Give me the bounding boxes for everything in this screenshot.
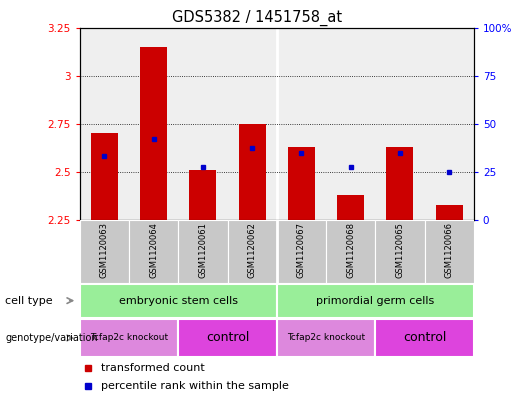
Bar bbox=[424, 220, 474, 283]
Bar bbox=[140, 47, 167, 220]
Text: GSM1120063: GSM1120063 bbox=[100, 222, 109, 278]
Text: embryonic stem cells: embryonic stem cells bbox=[119, 296, 238, 306]
Bar bbox=[277, 284, 474, 318]
Bar bbox=[337, 195, 364, 220]
Text: GSM1120062: GSM1120062 bbox=[248, 222, 256, 278]
Text: GDS5382 / 1451758_at: GDS5382 / 1451758_at bbox=[173, 10, 342, 26]
Bar bbox=[80, 220, 129, 283]
Bar bbox=[436, 205, 462, 220]
Bar bbox=[178, 319, 277, 357]
Text: GSM1120068: GSM1120068 bbox=[346, 222, 355, 278]
Text: Tcfap2c knockout: Tcfap2c knockout bbox=[90, 334, 168, 342]
Bar bbox=[178, 220, 228, 283]
Text: GSM1120067: GSM1120067 bbox=[297, 222, 306, 278]
Bar bbox=[277, 319, 375, 357]
Text: percentile rank within the sample: percentile rank within the sample bbox=[101, 381, 289, 391]
Text: GSM1120064: GSM1120064 bbox=[149, 222, 158, 278]
Text: control: control bbox=[206, 331, 249, 345]
Bar bbox=[288, 147, 315, 220]
Bar bbox=[91, 133, 118, 220]
Bar bbox=[80, 284, 277, 318]
Text: GSM1120061: GSM1120061 bbox=[198, 222, 208, 278]
Bar bbox=[228, 220, 277, 283]
Bar bbox=[238, 124, 266, 220]
Text: GSM1120065: GSM1120065 bbox=[396, 222, 404, 278]
Text: transformed count: transformed count bbox=[101, 363, 205, 373]
Bar bbox=[190, 170, 216, 220]
Text: Tcfap2c knockout: Tcfap2c knockout bbox=[287, 334, 365, 342]
Text: GSM1120066: GSM1120066 bbox=[444, 222, 454, 278]
Bar bbox=[375, 220, 424, 283]
Bar bbox=[326, 220, 375, 283]
Bar bbox=[80, 319, 178, 357]
Bar bbox=[277, 220, 326, 283]
Bar bbox=[375, 319, 474, 357]
Bar bbox=[129, 220, 178, 283]
Text: control: control bbox=[403, 331, 446, 345]
Bar bbox=[386, 147, 414, 220]
Text: cell type: cell type bbox=[5, 296, 53, 306]
Text: genotype/variation: genotype/variation bbox=[5, 333, 98, 343]
Text: primordial germ cells: primordial germ cells bbox=[316, 296, 435, 306]
